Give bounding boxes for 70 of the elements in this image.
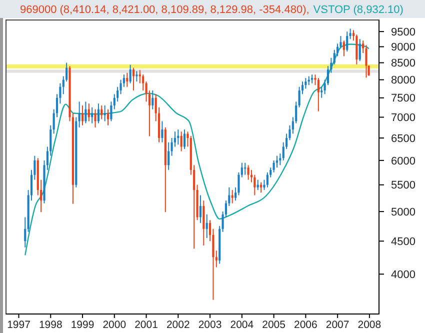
candlestick xyxy=(88,103,90,122)
y-tick-label: 5000 xyxy=(391,206,416,218)
candlestick xyxy=(126,72,128,88)
candlestick xyxy=(161,120,164,143)
y-tick-label: 5500 xyxy=(391,180,416,192)
candlestick xyxy=(231,189,234,204)
y-tick-label: 7000 xyxy=(391,112,416,124)
candlestick xyxy=(279,153,282,166)
candlestick xyxy=(110,101,112,122)
candlestick xyxy=(202,200,205,246)
text: VSTOP (8,932.10) xyxy=(313,4,404,16)
candlestick xyxy=(266,172,268,188)
candlestick xyxy=(91,106,94,124)
candlestick xyxy=(136,70,138,82)
x-tick-label: 2004 xyxy=(230,319,254,331)
candlestick xyxy=(349,28,352,40)
x-tick-label: 1998 xyxy=(38,319,62,331)
x-tick-label: 1997 xyxy=(7,319,31,331)
text: 969000 (8,410.14, 8,421.00, 8,109.89, 8,129.98, -354.480), xyxy=(20,4,310,16)
candlestick xyxy=(168,142,170,170)
candlestick xyxy=(97,103,100,124)
candlestick xyxy=(317,78,320,112)
y-tick-label: 7500 xyxy=(391,92,416,105)
candlestick xyxy=(100,104,103,120)
candlestick xyxy=(94,108,96,128)
candlestick xyxy=(256,179,259,190)
x-tick-label: 2006 xyxy=(294,319,318,331)
candlestick xyxy=(346,31,348,52)
candlestick xyxy=(276,155,278,168)
candlestick xyxy=(272,160,275,173)
line-series xyxy=(24,44,370,256)
candlestick xyxy=(84,101,87,124)
candlestick xyxy=(206,214,208,239)
y-tick-label: 8500 xyxy=(391,58,416,70)
y-tick-label: 6000 xyxy=(391,155,416,168)
y-tick-label: 8000 xyxy=(391,74,416,87)
y-tick-label: 4500 xyxy=(391,236,416,248)
candlestick xyxy=(342,40,345,57)
candlestick xyxy=(244,162,246,176)
x-tick-label: 2005 xyxy=(262,319,286,331)
candlestick xyxy=(320,86,323,98)
candlestick xyxy=(129,64,132,84)
candlestick xyxy=(81,104,84,126)
x-tick-label: 2008 xyxy=(358,319,382,331)
candlestick xyxy=(260,182,262,194)
candlestick xyxy=(132,67,135,91)
y-tick-label: 9000 xyxy=(391,42,416,54)
candlestick xyxy=(104,104,106,122)
candlestick xyxy=(358,38,361,62)
candlestick xyxy=(356,34,358,65)
candlestick xyxy=(199,194,202,224)
candlestick xyxy=(365,44,368,78)
x-tick-label: 2000 xyxy=(102,319,126,331)
y-tick-label: 4000 xyxy=(391,268,416,281)
candlestick xyxy=(254,174,256,196)
candlestick xyxy=(183,128,186,150)
candlestick xyxy=(142,74,144,91)
x-tick-label: 2003 xyxy=(198,319,222,331)
candlestick xyxy=(24,216,26,248)
x-tick-label: 2007 xyxy=(326,319,350,331)
y-tick-label: 6500 xyxy=(391,132,416,145)
candlestick xyxy=(152,90,154,110)
y-tick-label: 9500 xyxy=(391,26,416,38)
candlestick xyxy=(106,108,110,126)
x-tick-label: 2001 xyxy=(134,319,158,331)
candlestick xyxy=(180,131,182,152)
x-tick-label: 1999 xyxy=(70,319,94,331)
candlestick xyxy=(247,164,250,180)
candlestick xyxy=(78,101,80,128)
x-tick-label: 2002 xyxy=(166,319,190,331)
